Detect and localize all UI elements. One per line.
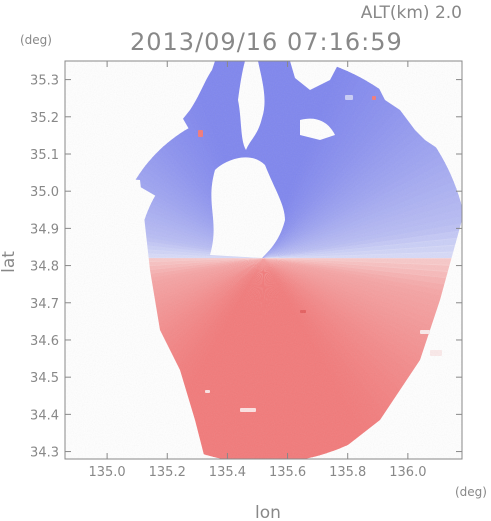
x-tick-label: 135.2 <box>149 465 186 480</box>
y-tick-label: 35.2 <box>30 111 59 126</box>
y-tick-label: 34.5 <box>30 371 59 386</box>
x-tick-label: 135.6 <box>269 465 306 480</box>
y-tick-label: 35.3 <box>30 74 59 89</box>
chart-title: 2013/09/16 07:16:59 <box>130 28 403 56</box>
y-tick-label: 34.6 <box>30 334 59 349</box>
y-tick-label: 34.7 <box>30 297 59 312</box>
x-axis-label: lon <box>255 503 281 521</box>
x-tick-label: 136.0 <box>389 465 426 480</box>
texture-overlay <box>65 61 462 459</box>
x-axis-ticks: 135.0 135.2 135.4 135.6 135.8 136.0 <box>88 61 426 480</box>
x-unit-label: (deg) <box>455 485 487 499</box>
x-tick-label: 135.0 <box>88 465 125 480</box>
y-tick-label: 35.0 <box>30 185 59 200</box>
y-tick-label: 35.1 <box>30 148 59 163</box>
doppler-velocity-field <box>65 61 462 459</box>
y-axis-ticks: 34.3 34.4 34.5 34.6 34.7 34.8 34.9 35.0 35.1 35.2… <box>30 74 462 461</box>
x-tick-label: 135.4 <box>209 465 246 480</box>
y-axis-label: lat <box>0 251 19 273</box>
y-tick-label: 34.9 <box>30 222 59 237</box>
plot-frame <box>64 60 463 460</box>
x-tick-label: 135.8 <box>329 465 366 480</box>
y-tick-label: 34.3 <box>30 446 59 461</box>
y-tick-label: 34.8 <box>30 260 59 275</box>
y-tick-label: 34.4 <box>30 408 59 423</box>
altitude-label: ALT(km) 2.0 <box>361 3 462 23</box>
y-unit-label: (deg) <box>20 33 52 47</box>
